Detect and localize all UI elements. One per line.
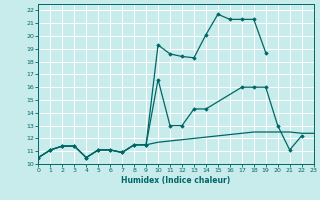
X-axis label: Humidex (Indice chaleur): Humidex (Indice chaleur) — [121, 176, 231, 185]
